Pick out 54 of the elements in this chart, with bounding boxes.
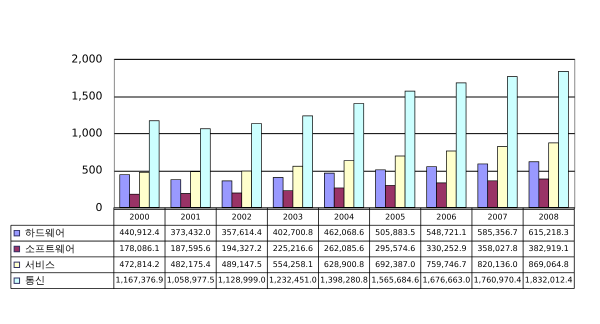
text: 489,147.5 xyxy=(222,260,262,269)
text: 295,574.6 xyxy=(375,244,416,253)
text: 358,027.8 xyxy=(477,244,518,253)
x-tick-label: 2000 xyxy=(129,212,150,222)
y-tick-label: 0 xyxy=(96,200,103,214)
text: 1,167,376.9 xyxy=(116,276,164,285)
y-tick-label: 500 xyxy=(82,164,103,177)
text: 187,595.6 xyxy=(170,244,211,253)
x-tick-label: 2004 xyxy=(334,212,354,222)
text: 1,128,999.0 xyxy=(218,276,266,285)
text: 357,614.4 xyxy=(222,228,262,238)
y-tick-label: 1,000 xyxy=(71,126,103,140)
legend-label: 통신 xyxy=(24,276,45,287)
text: 178,086.1 xyxy=(119,244,160,253)
text: 585,356.7 xyxy=(477,228,518,238)
text: 472,814.2 xyxy=(119,260,160,269)
text: 628,900.8 xyxy=(324,260,364,269)
x-tick-label: 2007 xyxy=(487,212,508,222)
text: 869,064.8 xyxy=(528,260,569,269)
text: 462,068.6 xyxy=(324,228,364,238)
x-tick-label: 2003 xyxy=(282,212,303,222)
text: 1,832,012.4 xyxy=(524,276,573,285)
text: 759,746.7 xyxy=(426,260,466,269)
text: 194,327.2 xyxy=(222,244,262,253)
legend-label: 소프트웨어 xyxy=(24,244,75,255)
text: 615,218.3 xyxy=(528,228,569,238)
x-tick-label: 2002 xyxy=(232,212,252,222)
legend-label: 서비스 xyxy=(24,260,55,271)
y-tick-label: 2,000 xyxy=(71,52,103,66)
text: 692,387.0 xyxy=(375,260,416,269)
text: 554,258.1 xyxy=(272,260,314,269)
text: 373,432.0 xyxy=(170,228,211,238)
legend-label: 하드웨어 xyxy=(24,228,65,240)
text: 225,216.6 xyxy=(272,244,314,253)
text: 1,232,451.0 xyxy=(269,276,317,285)
text: 1,565,684.6 xyxy=(371,276,420,285)
text: 402,700.8 xyxy=(272,228,314,238)
x-tick-label: 2001 xyxy=(180,212,201,222)
text: 382,919.1 xyxy=(528,244,569,253)
text: 262,085.6 xyxy=(324,244,364,253)
x-tick-label: 2006 xyxy=(436,212,456,222)
text: 505,883.5 xyxy=(375,228,416,238)
text: 1,676,663.0 xyxy=(422,276,470,285)
text: 1,760,970.4 xyxy=(474,276,522,285)
text: 482,175.4 xyxy=(170,260,211,269)
y-tick-label: 1,500 xyxy=(71,89,103,102)
text: 330,252.9 xyxy=(426,244,466,253)
text: 820,136.0 xyxy=(477,260,518,269)
text: 1,398,280.8 xyxy=(320,276,368,285)
x-tick-label: 2008 xyxy=(538,212,559,222)
text: 440,912.4 xyxy=(119,228,160,238)
text: 1,058,977.5 xyxy=(166,276,214,285)
text: 548,721.1 xyxy=(426,228,466,238)
x-tick-label: 2005 xyxy=(385,212,406,222)
